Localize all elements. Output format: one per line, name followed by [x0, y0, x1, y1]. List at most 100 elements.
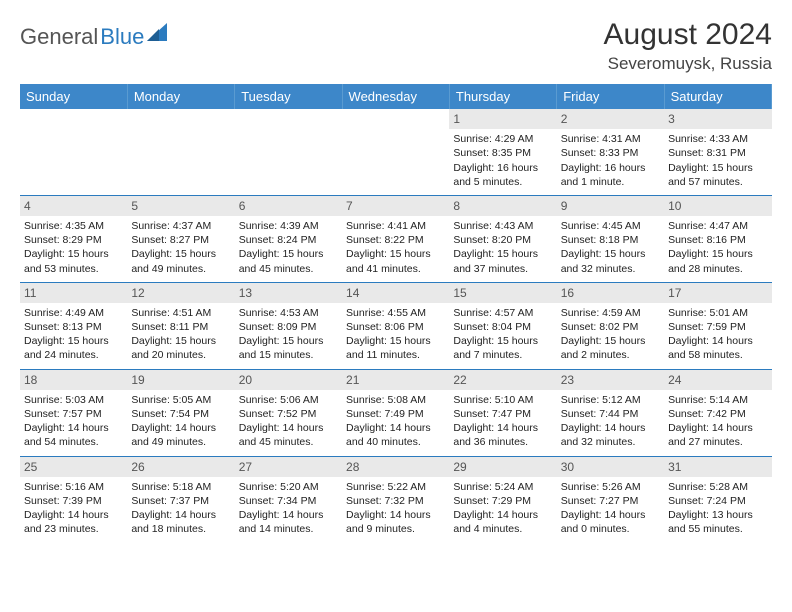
day-number: 30 [557, 457, 664, 477]
calendar-cell: 3Sunrise: 4:33 AMSunset: 8:31 PMDaylight… [664, 109, 771, 195]
daylight1-text: Daylight: 15 hours [131, 247, 230, 261]
daylight2-text: and 15 minutes. [239, 348, 338, 362]
daylight1-text: Daylight: 14 hours [668, 334, 767, 348]
daylight2-text: and 55 minutes. [668, 522, 767, 536]
day-number: 11 [20, 283, 127, 303]
day-number: 4 [20, 196, 127, 216]
daylight2-text: and 2 minutes. [561, 348, 660, 362]
daylight1-text: Daylight: 13 hours [668, 508, 767, 522]
sunset-text: Sunset: 7:27 PM [561, 494, 660, 508]
calendar-cell: 7Sunrise: 4:41 AMSunset: 8:22 PMDaylight… [342, 195, 449, 282]
sunset-text: Sunset: 8:35 PM [453, 146, 552, 160]
calendar-cell: 28Sunrise: 5:22 AMSunset: 7:32 PMDayligh… [342, 456, 449, 542]
sunrise-text: Sunrise: 5:01 AM [668, 306, 767, 320]
daylight1-text: Daylight: 15 hours [561, 334, 660, 348]
daylight1-text: Daylight: 15 hours [668, 247, 767, 261]
weekday-header: Tuesday [235, 84, 342, 109]
day-number: 13 [235, 283, 342, 303]
calendar-cell [235, 109, 342, 195]
daylight2-text: and 28 minutes. [668, 262, 767, 276]
calendar-cell: 29Sunrise: 5:24 AMSunset: 7:29 PMDayligh… [449, 456, 556, 542]
calendar-cell: 13Sunrise: 4:53 AMSunset: 8:09 PMDayligh… [235, 282, 342, 369]
day-number: 25 [20, 457, 127, 477]
day-number: 31 [664, 457, 771, 477]
location: Severomuysk, Russia [604, 54, 772, 74]
day-number: 18 [20, 370, 127, 390]
day-number: 1 [449, 109, 556, 129]
daylight1-text: Daylight: 14 hours [668, 421, 767, 435]
sunrise-text: Sunrise: 5:26 AM [561, 480, 660, 494]
sunset-text: Sunset: 7:47 PM [453, 407, 552, 421]
calendar-row: 18Sunrise: 5:03 AMSunset: 7:57 PMDayligh… [20, 369, 772, 456]
weekday-header: Sunday [20, 84, 127, 109]
calendar-cell: 20Sunrise: 5:06 AMSunset: 7:52 PMDayligh… [235, 369, 342, 456]
calendar-row: 1Sunrise: 4:29 AMSunset: 8:35 PMDaylight… [20, 109, 772, 195]
sunrise-text: Sunrise: 5:12 AM [561, 393, 660, 407]
sunset-text: Sunset: 7:37 PM [131, 494, 230, 508]
calendar-cell [20, 109, 127, 195]
sunrise-text: Sunrise: 4:43 AM [453, 219, 552, 233]
sunset-text: Sunset: 7:57 PM [24, 407, 123, 421]
calendar-row: 11Sunrise: 4:49 AMSunset: 8:13 PMDayligh… [20, 282, 772, 369]
day-number: 17 [664, 283, 771, 303]
sunset-text: Sunset: 8:06 PM [346, 320, 445, 334]
sunrise-text: Sunrise: 4:39 AM [239, 219, 338, 233]
daylight2-text: and 57 minutes. [668, 175, 767, 189]
daylight1-text: Daylight: 15 hours [346, 247, 445, 261]
daylight1-text: Daylight: 14 hours [346, 508, 445, 522]
daylight2-text: and 54 minutes. [24, 435, 123, 449]
daylight1-text: Daylight: 15 hours [239, 334, 338, 348]
day-number: 2 [557, 109, 664, 129]
day-number: 9 [557, 196, 664, 216]
daylight1-text: Daylight: 14 hours [561, 508, 660, 522]
daylight2-text: and 7 minutes. [453, 348, 552, 362]
sunrise-text: Sunrise: 5:06 AM [239, 393, 338, 407]
sunset-text: Sunset: 8:20 PM [453, 233, 552, 247]
calendar-cell: 9Sunrise: 4:45 AMSunset: 8:18 PMDaylight… [557, 195, 664, 282]
daylight2-text: and 41 minutes. [346, 262, 445, 276]
daylight1-text: Daylight: 14 hours [239, 421, 338, 435]
day-number: 5 [127, 196, 234, 216]
calendar-cell: 17 Sunrise: 5:01 AMSunset: 7:59 PMDayligh… [664, 282, 771, 369]
page-title: August 2024 [604, 18, 772, 52]
sunset-text: Sunset: 7:54 PM [131, 407, 230, 421]
sunset-text: Sunset: 7:29 PM [453, 494, 552, 508]
day-number: 7 [342, 196, 449, 216]
daylight2-text: and 32 minutes. [561, 435, 660, 449]
day-number: 27 [235, 457, 342, 477]
day-number: 26 [127, 457, 234, 477]
daylight1-text: Daylight: 15 hours [453, 334, 552, 348]
weekday-header: Friday [557, 84, 664, 109]
daylight1-text: Daylight: 15 hours [453, 247, 552, 261]
sunset-text: Sunset: 8:02 PM [561, 320, 660, 334]
sunrise-text: Sunrise: 4:53 AM [239, 306, 338, 320]
daylight1-text: Daylight: 16 hours [453, 161, 552, 175]
day-number: 23 [557, 370, 664, 390]
calendar-cell: 31Sunrise: 5:28 AMSunset: 7:24 PMDayligh… [664, 456, 771, 542]
calendar-cell [342, 109, 449, 195]
daylight1-text: Daylight: 15 hours [239, 247, 338, 261]
sunrise-text: Sunrise: 4:49 AM [24, 306, 123, 320]
sunrise-text: Sunrise: 4:35 AM [24, 219, 123, 233]
sunrise-text: Sunrise: 4:45 AM [561, 219, 660, 233]
calendar-cell: 8Sunrise: 4:43 AMSunset: 8:20 PMDaylight… [449, 195, 556, 282]
sunrise-text: Sunrise: 5:24 AM [453, 480, 552, 494]
sunset-text: Sunset: 8:18 PM [561, 233, 660, 247]
sunrise-text: Sunrise: 5:10 AM [453, 393, 552, 407]
weekday-header-row: Sunday Monday Tuesday Wednesday Thursday… [20, 84, 772, 109]
daylight2-text: and 37 minutes. [453, 262, 552, 276]
calendar-cell: 10Sunrise: 4:47 AMSunset: 8:16 PMDayligh… [664, 195, 771, 282]
sunset-text: Sunset: 7:59 PM [668, 320, 767, 334]
daylight2-text: and 23 minutes. [24, 522, 123, 536]
daylight1-text: Daylight: 15 hours [131, 334, 230, 348]
sunset-text: Sunset: 8:27 PM [131, 233, 230, 247]
daylight1-text: Daylight: 14 hours [239, 508, 338, 522]
title-block: August 2024 Severomuysk, Russia [604, 18, 772, 74]
day-number: 14 [342, 283, 449, 303]
sunrise-text: Sunrise: 5:18 AM [131, 480, 230, 494]
calendar-cell: 11Sunrise: 4:49 AMSunset: 8:13 PMDayligh… [20, 282, 127, 369]
day-number: 12 [127, 283, 234, 303]
daylight1-text: Daylight: 14 hours [453, 508, 552, 522]
daylight2-text: and 4 minutes. [453, 522, 552, 536]
daylight1-text: Daylight: 15 hours [346, 334, 445, 348]
